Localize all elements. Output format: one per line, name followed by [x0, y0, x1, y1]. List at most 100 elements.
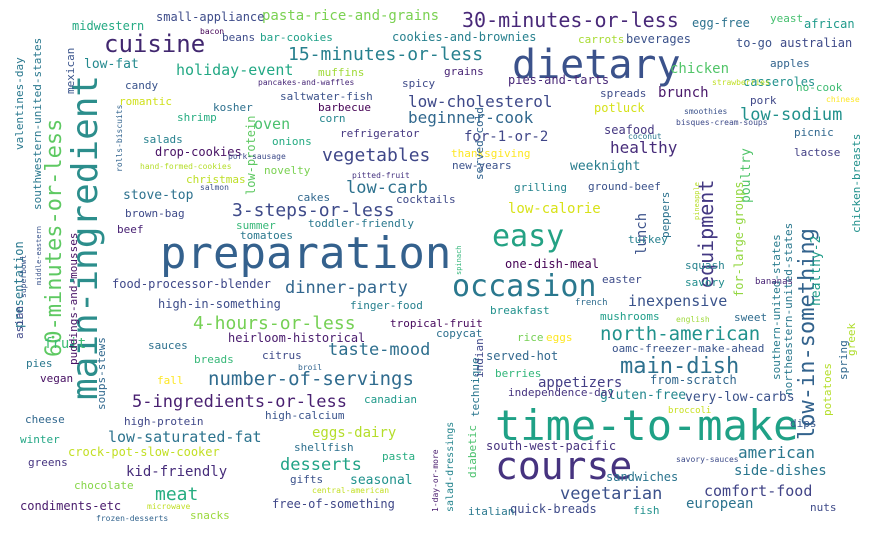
word-savory-sauces: savory-sauces — [676, 455, 739, 464]
word-cuisine: cuisine — [104, 30, 206, 58]
word-coconut: coconut — [628, 132, 662, 141]
word-vegetables: vegetables — [322, 145, 431, 166]
word-lactose: lactose — [794, 146, 841, 159]
word-grilling: grilling — [514, 181, 567, 194]
word-chicken: chicken — [670, 61, 730, 77]
word-turkey: turkey — [628, 233, 668, 246]
word-egg-free: egg-free — [692, 16, 750, 30]
word-strawberries: strawberries — [712, 78, 770, 87]
word-preparation: preparation — [160, 228, 452, 279]
word-pork: pork — [750, 94, 777, 107]
word-shrimp: shrimp — [177, 111, 217, 124]
word-squash: squash — [685, 259, 725, 272]
word-beans: beans — [222, 31, 256, 44]
word-4-hours-or-less: 4-hours-or-less — [193, 313, 356, 334]
word-taste-mood: taste-mood — [328, 340, 431, 360]
word-shellfish: shellfish — [294, 441, 354, 454]
word-course: course — [495, 444, 633, 488]
word-mexican: mexican — [64, 47, 77, 94]
word-casseroles: casseroles — [743, 75, 816, 89]
word-smoothies: smoothies — [684, 107, 728, 116]
word-pasta: pasta — [382, 450, 416, 463]
word-pies-and-tarts: pies-and-tarts — [508, 73, 610, 87]
word-tropical-fruit: tropical-fruit — [390, 317, 483, 330]
word-no-cook: no-cook — [796, 81, 843, 94]
word-indian: indian — [473, 338, 486, 378]
word-easy: easy — [492, 219, 565, 254]
word-rolls-biscuits: rolls-biscuits — [115, 104, 124, 172]
word-peppers: peppers — [659, 191, 672, 238]
word-beginner-cook: beginner-cook — [408, 108, 534, 127]
word-mushrooms: mushrooms — [600, 310, 660, 323]
word-desserts: desserts — [280, 455, 362, 475]
word-appetizers: appetizers — [538, 375, 623, 391]
word-pineapple: pineapple — [693, 182, 701, 220]
word-spreads: spreads — [600, 87, 647, 100]
word-bisques-cream-soups: bisques-cream-soups — [676, 118, 768, 127]
word-finger-food: finger-food — [350, 299, 423, 312]
word-english: english — [676, 315, 710, 324]
word-30-minutes-or-less: 30-minutes-or-less — [462, 8, 679, 32]
word-pasta-rice-and-grains: pasta-rice-and-grains — [262, 8, 440, 24]
word-sauces: sauces — [148, 339, 188, 352]
word-pancakes-and-waffles: pancakes-and-waffles — [258, 78, 355, 87]
word-occasion: occasion — [452, 269, 597, 304]
word-fish: fish — [633, 504, 660, 517]
word-australian: australian — [780, 36, 853, 50]
word-healthy-2: healthy-2 — [809, 235, 824, 306]
word-fall: fall — [157, 374, 184, 387]
word-bar-cookies: bar-cookies — [260, 31, 333, 44]
word-toddler-friendly: toddler-friendly — [308, 217, 414, 230]
word-drop-cookies: drop-cookies — [155, 145, 242, 159]
word-middle-eastern: middle-eastern — [35, 225, 43, 285]
word-breakfast: breakfast — [490, 304, 550, 317]
word-kid-friendly: kid-friendly — [126, 464, 228, 480]
word-quick-breads: quick-breads — [510, 502, 597, 516]
word-oamc-freezer-make-ahead: oamc-freezer-make-ahead — [612, 342, 765, 355]
word-microwave: microwave — [147, 502, 191, 511]
word-bananas: bananas — [755, 277, 793, 287]
word-apples: apples — [770, 57, 810, 70]
word-onions: onions — [272, 135, 312, 148]
word-novelty: novelty — [264, 164, 311, 177]
word-vegan: vegan — [40, 372, 74, 385]
word-central-american: central-american — [312, 486, 390, 495]
word-fruit: fruit — [44, 336, 87, 352]
word-inexpensive: inexpensive — [628, 292, 728, 310]
word-oven: oven — [254, 115, 291, 133]
word-heirloom-historical: heirloom-historical — [228, 331, 366, 345]
word-pies: pies — [26, 357, 53, 370]
word-muffins: muffins — [318, 66, 365, 79]
word-low-saturated-fat: low-saturated-fat — [108, 428, 262, 446]
word-served-cold: served-cold — [473, 107, 486, 180]
word-berries: berries — [495, 367, 542, 380]
word-free-of-something: free-of-something — [272, 497, 395, 511]
word-salad-dressings: salad-dressings — [445, 421, 456, 512]
word-breads: breads — [194, 353, 234, 366]
word-potatoes: potatoes — [821, 363, 834, 416]
word-high-protein: high-protein — [124, 415, 204, 428]
word-seafood: seafood — [604, 123, 655, 137]
word-pork-sausage: pork-sausage — [228, 152, 286, 161]
word-gifts: gifts — [290, 473, 324, 486]
word-canadian: canadian — [364, 393, 417, 406]
word-1-day-or-more: 1-day-or-more — [431, 449, 440, 512]
word-french: french — [575, 298, 608, 308]
word-number-of-servings: number-of-servings — [208, 368, 414, 390]
word-grains: grains — [444, 65, 484, 78]
word-from-scratch: from-scratch — [650, 373, 737, 387]
word-low-sodium: low-sodium — [740, 105, 843, 125]
word-italian: italian — [468, 505, 515, 518]
word-corn: corn — [319, 112, 346, 125]
word-5-ingredients-or-less: 5-ingredients-or-less — [132, 392, 347, 412]
word-bacon: bacon — [200, 27, 225, 36]
word-spicy: spicy — [402, 77, 436, 90]
word-spinach: spinach — [455, 245, 463, 275]
word-condiments-etc: condiments-etc — [20, 499, 122, 513]
word-citrus: citrus — [262, 349, 302, 362]
word-hand-formed-cookies: hand-formed-cookies — [140, 162, 232, 171]
word-asian: asian — [13, 305, 26, 339]
word-barbecue: barbecue — [318, 101, 371, 114]
word-brunch: brunch — [658, 85, 709, 101]
